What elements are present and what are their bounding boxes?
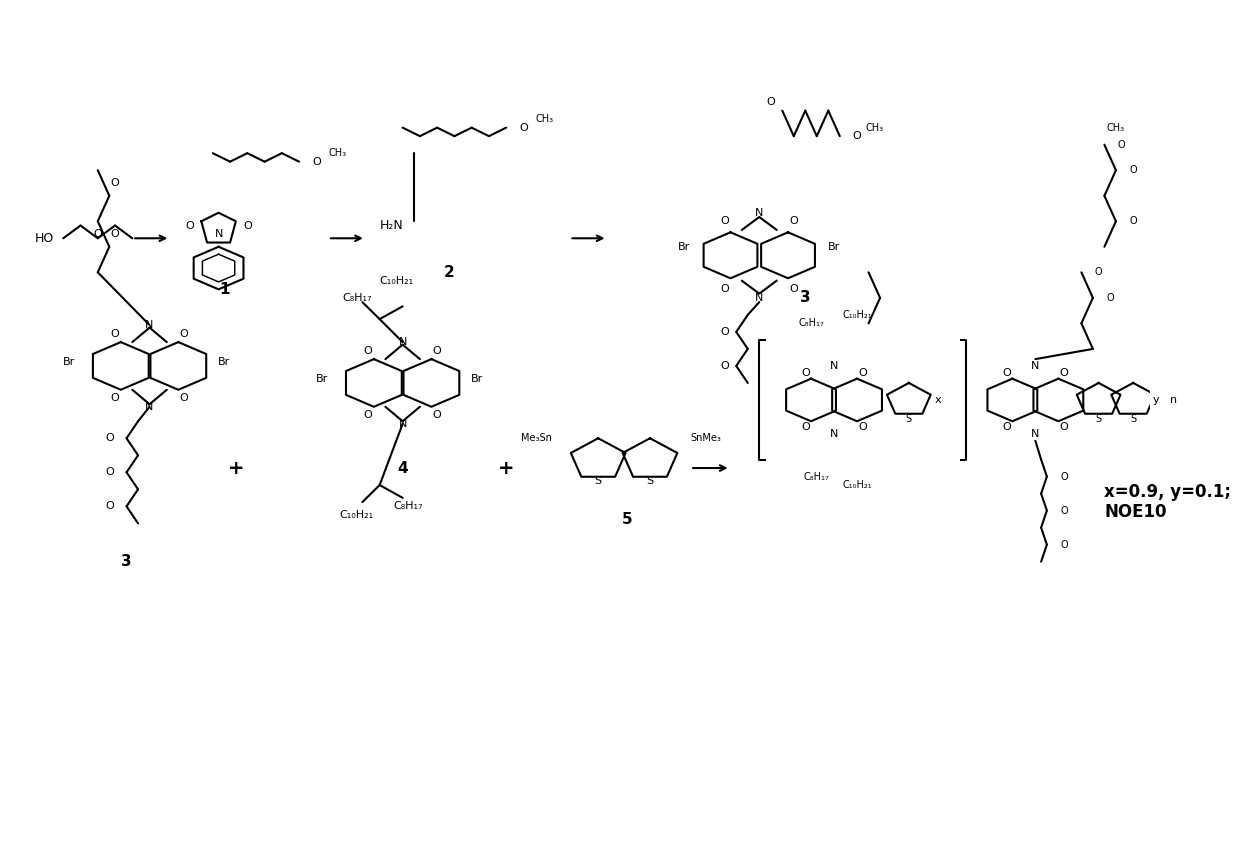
Text: O: O	[1118, 140, 1125, 150]
Text: Br: Br	[218, 357, 230, 367]
Text: O: O	[1061, 540, 1068, 550]
Text: O: O	[1129, 165, 1137, 175]
Text: O: O	[767, 97, 776, 107]
Text: O: O	[859, 422, 867, 432]
Text: Me₃Sn: Me₃Sn	[522, 433, 553, 443]
Text: O: O	[110, 393, 119, 403]
Text: O: O	[1002, 422, 1011, 432]
Text: O: O	[1095, 267, 1103, 277]
Text: O: O	[432, 410, 441, 420]
Text: O: O	[800, 368, 809, 378]
Text: CH₃: CH₃	[1106, 123, 1125, 133]
Text: O: O	[105, 467, 114, 477]
Text: N: N	[145, 402, 154, 412]
Text: H₂N: H₂N	[379, 219, 403, 232]
Text: n: n	[1170, 395, 1177, 405]
Text: 3: 3	[800, 290, 810, 306]
Text: O: O	[852, 131, 861, 141]
Text: O: O	[110, 178, 119, 188]
Text: 4: 4	[398, 460, 408, 476]
Text: O: O	[1061, 505, 1068, 516]
Text: O: O	[180, 328, 188, 339]
Text: O: O	[1106, 293, 1114, 303]
Text: O: O	[110, 328, 119, 339]
Text: C₈H₁₇: C₈H₁₇	[798, 318, 824, 328]
Text: O: O	[1059, 422, 1068, 432]
Text: O: O	[1059, 368, 1068, 378]
Text: N: N	[145, 320, 154, 330]
Text: O: O	[186, 220, 195, 231]
Text: N: N	[830, 361, 839, 371]
Text: O: O	[93, 229, 102, 239]
Text: N: N	[214, 229, 223, 239]
Text: SnMe₃: SnMe₃	[690, 433, 721, 443]
Text: +: +	[498, 459, 514, 477]
Text: Br: Br	[63, 357, 76, 367]
Text: Br: Br	[679, 242, 690, 252]
Text: y: y	[1152, 395, 1160, 405]
Text: O: O	[720, 361, 729, 371]
Text: C₁₀H₂₁: C₁₀H₂₁	[339, 510, 374, 520]
Text: S: S	[906, 414, 912, 424]
Text: O: O	[105, 433, 114, 443]
Text: CH₃: CH₃	[865, 123, 883, 133]
Text: C₈H₁₇: C₈H₁₇	[342, 293, 372, 303]
Text: O: O	[110, 229, 119, 239]
Text: O: O	[720, 284, 729, 294]
Text: CH₃: CH₃	[535, 114, 553, 124]
Text: Br: Br	[828, 242, 840, 252]
Text: O: O	[105, 501, 114, 511]
Text: O: O	[519, 123, 528, 133]
Text: O: O	[364, 346, 373, 356]
Text: O: O	[364, 410, 373, 420]
Text: S: S	[1095, 414, 1101, 424]
Text: O: O	[1002, 368, 1011, 378]
Text: 3: 3	[121, 554, 131, 569]
Text: C₁₀H₂₁: C₁₀H₂₁	[843, 310, 872, 320]
Text: O: O	[243, 220, 252, 231]
Text: N: N	[755, 293, 763, 303]
Text: N: N	[1031, 361, 1040, 371]
Text: C₈H₁₇: C₈H₁₇	[394, 501, 424, 511]
Text: S: S	[647, 476, 653, 486]
Text: S: S	[1130, 414, 1136, 424]
Text: Br: Br	[316, 374, 328, 384]
Text: O: O	[800, 422, 809, 432]
Text: 2: 2	[444, 265, 453, 280]
Text: C₁₀H₂₁: C₁₀H₂₁	[380, 276, 414, 286]
Text: HO: HO	[35, 231, 53, 245]
Text: x: x	[934, 395, 940, 405]
Text: S: S	[595, 476, 602, 486]
Text: O: O	[789, 284, 798, 294]
Text: O: O	[1129, 216, 1137, 226]
Text: C₁₀H₂₁: C₁₀H₂₁	[843, 480, 872, 490]
Text: O: O	[789, 216, 798, 226]
Text: O: O	[720, 327, 729, 337]
Text: O: O	[1061, 471, 1068, 482]
Text: O: O	[720, 216, 729, 226]
Text: Br: Br	[471, 374, 483, 384]
Text: N: N	[830, 429, 839, 439]
Text: N: N	[1031, 429, 1040, 439]
Text: CH₃: CH₃	[328, 148, 346, 158]
Text: +: +	[228, 459, 244, 477]
Text: 1: 1	[219, 282, 229, 297]
Text: 5: 5	[622, 511, 632, 527]
Text: N: N	[755, 208, 763, 218]
Text: N: N	[399, 419, 406, 429]
Text: O: O	[180, 393, 188, 403]
Text: O: O	[432, 346, 441, 356]
Text: x=0.9, y=0.1;
NOE10: x=0.9, y=0.1; NOE10	[1104, 483, 1232, 522]
Text: C₈H₁₇: C₈H₁₇	[804, 471, 830, 482]
Text: O: O	[859, 368, 867, 378]
Text: N: N	[399, 337, 406, 347]
Text: O: O	[312, 157, 321, 167]
